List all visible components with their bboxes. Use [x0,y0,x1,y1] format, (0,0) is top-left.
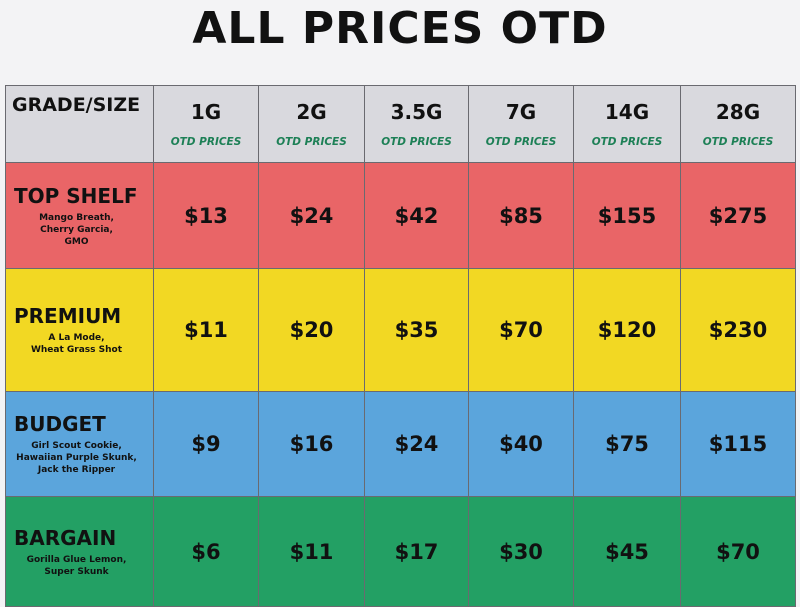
price-cell: $275 [680,162,796,269]
grade-name: PREMIUM [14,304,122,328]
grade-row: TOP SHELF Mango Breath, Cherry Garcia, GMO $… [5,162,796,269]
corner-label: GRADE/SIZE [5,85,154,163]
price-cell: $120 [573,268,681,392]
grade-cell: TOP SHELF Mango Breath, Cherry Garcia, GMO [5,162,154,269]
grade-cell: PREMIUM A La Mode, Wheat Grass Shot [5,268,154,392]
price-note: OTD PRICES [591,136,663,148]
price-note: OTD PRICES [170,136,242,148]
title: ALL PRICES OTD [192,3,608,54]
grade-cell: BARGAIN Gorilla Glue Lemon, Super Skunk [5,496,154,607]
strain: Girl Scout Cookie, [31,441,122,451]
column-header: 28G OTD PRICES [680,85,796,163]
price-cell: $11 [258,496,365,607]
price-note: OTD PRICES [702,136,774,148]
price-cell: $75 [573,391,681,497]
price-cell: $9 [153,391,259,497]
price-cell: $24 [258,162,365,269]
strain: Hawaiian Purple Skunk, [16,453,137,463]
strain-list: Girl Scout Cookie, Hawaiian Purple Skunk,… [14,440,139,476]
size-label: 3.5G [390,100,443,124]
size-label: 7G [505,100,537,124]
column-header: 1G OTD PRICES [153,85,259,163]
grade-name: BARGAIN [14,525,117,550]
strain: A La Mode, [48,333,105,343]
price-cell: $85 [468,162,574,269]
grade-row: BARGAIN Gorilla Glue Lemon, Super Skunk $6 $… [5,496,796,607]
price-cell: $24 [364,391,469,497]
price-cell: $230 [680,268,796,392]
price-cell: $20 [258,268,365,392]
price-cell: $70 [680,496,796,607]
strain: Super Skunk [44,566,109,577]
price-cell: $42 [364,162,469,269]
price-cell: $13 [153,162,259,269]
column-header: 3.5G OTD PRICES [364,85,469,163]
grade-name: TOP SHELF [14,183,138,208]
strain-list: Gorilla Glue Lemon, Super Skunk [14,554,139,578]
column-header: 7G OTD PRICES [468,85,574,163]
price-cell: $30 [468,496,574,607]
strain: Wheat Grass Shot [30,345,123,355]
strain: Mango Breath, [39,212,114,223]
column-header: 14G OTD PRICES [573,85,681,163]
price-cell: $155 [573,162,681,269]
grade-name: BUDGET [14,412,106,436]
strain-list: A La Mode, Wheat Grass Shot [14,332,139,356]
price-note: OTD PRICES [381,136,452,148]
price-note: OTD PRICES [276,136,347,148]
price-note: OTD PRICES [485,136,557,148]
strain-list: Mango Breath, Cherry Garcia, GMO [14,212,139,248]
price-cell: $6 [153,496,259,607]
price-cell: $40 [468,391,574,497]
price-cell: $45 [573,496,681,607]
grade-cell: BUDGET Girl Scout Cookie, Hawaiian Purple … [5,391,154,497]
size-label: 28G [715,100,761,124]
grade-row: BUDGET Girl Scout Cookie, Hawaiian Purple … [5,391,796,497]
price-table: GRADE/SIZE 1G OTD PRICES 2G OTD PRICES 3.5G OT… [5,85,796,607]
size-label: 2G [296,100,327,124]
price-cell: $35 [364,268,469,392]
strain: GMO [64,236,89,247]
price-cell: $115 [680,391,796,497]
price-cell: $70 [468,268,574,392]
strain: Cherry Garcia, [40,224,113,235]
header-row: GRADE/SIZE 1G OTD PRICES 2G OTD PRICES 3.5G OT… [5,85,796,163]
size-label: 1G [190,100,222,124]
column-header: 2G OTD PRICES [258,85,365,163]
strain: Jack the Ripper [37,465,116,475]
price-cell: $17 [364,496,469,607]
price-cell: $11 [153,268,259,392]
price-cell: $16 [258,391,365,497]
strain: Gorilla Glue Lemon, [26,554,127,565]
size-label: 14G [604,100,650,124]
grade-row: PREMIUM A La Mode, Wheat Grass Shot $11 $20 $… [5,268,796,392]
